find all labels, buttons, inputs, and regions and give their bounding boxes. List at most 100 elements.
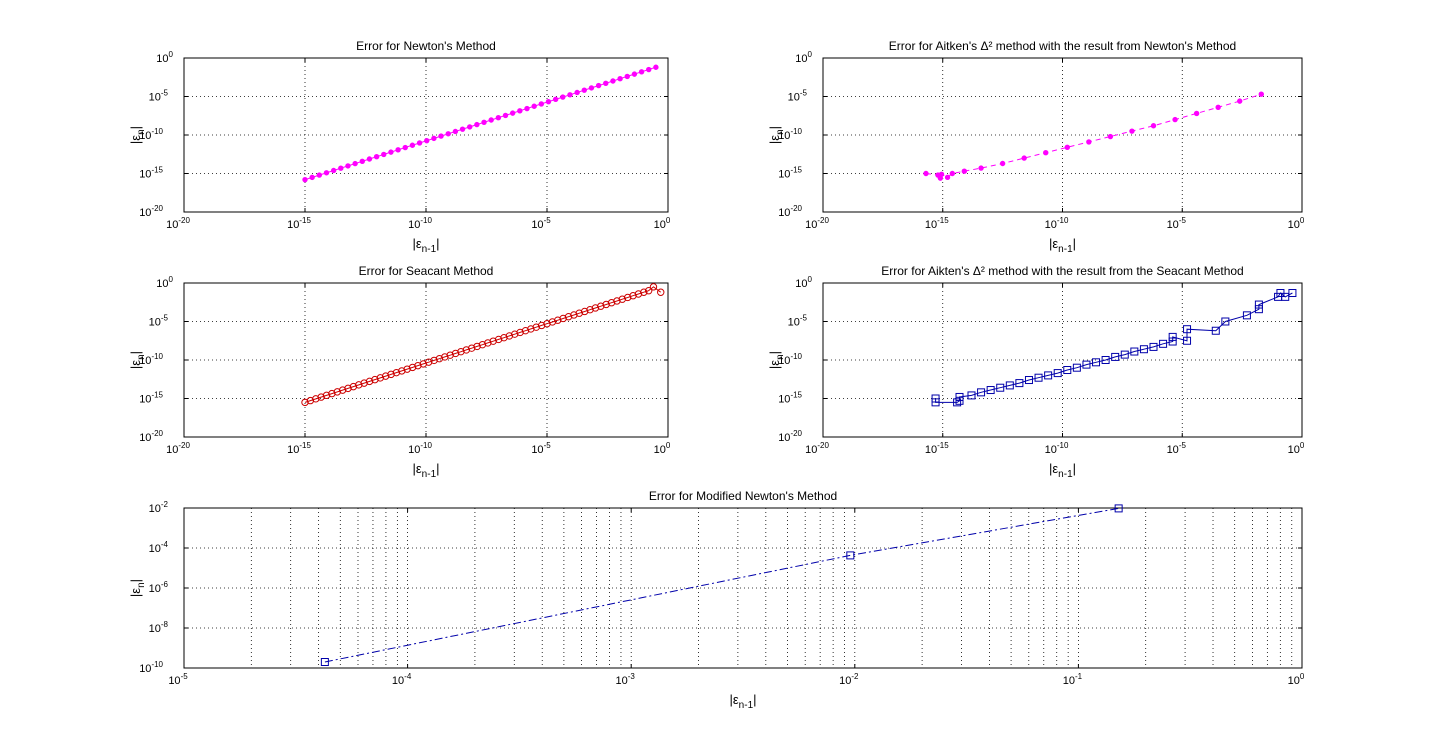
x-tick-label: 10-3 [616, 672, 636, 687]
data-point [1237, 98, 1243, 104]
data-point [586, 306, 594, 314]
data-point [640, 288, 648, 296]
y-tick-label: 10-20 [778, 429, 802, 444]
data-point [309, 174, 315, 181]
y-axis-label: |εn| [128, 579, 147, 597]
data-point [538, 101, 545, 107]
data-point [478, 340, 487, 349]
data-point [559, 314, 567, 323]
y-tick-label: 10-5 [149, 314, 169, 329]
data-point [320, 658, 329, 666]
data-point [402, 144, 408, 151]
data-point [481, 119, 487, 126]
data-point [494, 335, 503, 344]
data-point [359, 158, 365, 165]
data-point [438, 133, 444, 139]
data-point [431, 135, 437, 142]
data-point [846, 551, 855, 560]
data-point [961, 168, 968, 174]
data-point [574, 89, 580, 96]
y-tick-label: 10-20 [139, 429, 163, 444]
x-tick-label: 10-20 [805, 441, 829, 456]
data-point [1034, 373, 1043, 382]
data-point [398, 367, 406, 375]
data-point [1064, 144, 1070, 151]
data-point [1120, 350, 1129, 359]
x-tick-label: 100 [1288, 441, 1305, 456]
data-point [649, 283, 658, 291]
data-point [457, 347, 465, 356]
data-point [1168, 337, 1177, 346]
data-point [603, 80, 609, 87]
data-point [344, 384, 352, 393]
data-point [403, 365, 411, 373]
data-point [473, 342, 481, 351]
data-point [424, 358, 433, 366]
y-axis-label: |εn| [128, 126, 147, 144]
y-tick-label: 10-5 [149, 89, 169, 104]
data-point [634, 290, 643, 298]
data-point [575, 309, 583, 317]
charts: 10-20 10-15 10-10 10-5 10010-2010-1510-1010-… [128, 39, 1305, 711]
data-point [462, 346, 471, 354]
data-point [996, 383, 1005, 392]
x-tick-label: 100 [654, 216, 671, 231]
data-point [564, 313, 573, 321]
y-tick-label: 10-6 [149, 580, 169, 595]
data-point [986, 386, 995, 395]
data-point [301, 398, 309, 407]
data-point [610, 78, 616, 84]
data-point [502, 112, 509, 119]
data-point [355, 381, 363, 389]
data-point [955, 392, 964, 401]
grid [184, 58, 668, 212]
y-tick-label: 10-10 [139, 352, 163, 367]
data-point [323, 170, 330, 176]
data-point [1288, 289, 1297, 298]
x-tick-label: 100 [1288, 672, 1305, 687]
y-axis-label: |εn| [128, 351, 147, 369]
data-point [618, 295, 626, 303]
data-point [537, 321, 546, 330]
data-point [409, 142, 416, 148]
x-tick-label: 10-4 [392, 672, 412, 687]
data-point [489, 337, 497, 345]
data-point [532, 323, 540, 331]
x-tick-label: 10-5 [1167, 441, 1187, 456]
data-point [646, 66, 652, 73]
chart-title: Error for Aikten's Δ² method with the re… [881, 264, 1243, 278]
data-point [1211, 326, 1220, 335]
x-axis-label: |εn-1| [412, 236, 439, 255]
data-point [1044, 371, 1053, 380]
y-tick-label: 100 [795, 50, 812, 65]
data-point [588, 85, 595, 91]
grid [823, 283, 1302, 437]
data-point [527, 325, 535, 333]
data-point [1043, 150, 1049, 156]
data-point [381, 151, 387, 158]
data-point [567, 92, 573, 98]
series-1 [923, 91, 1264, 181]
data-point [366, 156, 373, 162]
data-point [511, 330, 519, 338]
x-tick-label: 10-1 [1063, 672, 1083, 687]
x-tick-label: 10-10 [1045, 216, 1069, 231]
data-point [381, 372, 390, 380]
x-tick-label: 10-10 [408, 216, 432, 231]
data-point [1053, 369, 1062, 378]
data-point [1107, 133, 1114, 140]
x-tick-label: 100 [1288, 216, 1305, 231]
data-point [500, 333, 508, 342]
chart-title: Error for Modified Newton's Method [649, 489, 837, 503]
data-point [949, 170, 956, 177]
data-point [638, 69, 645, 75]
data-point [1258, 91, 1264, 97]
x-axis-label: |εn-1| [412, 461, 439, 480]
x-tick-label: 10-15 [287, 216, 311, 231]
data-point [977, 388, 986, 397]
data-point [441, 353, 449, 361]
y-tick-label: 10-20 [139, 204, 163, 219]
data-point [306, 396, 315, 405]
data-point [944, 174, 951, 181]
data-point [349, 382, 358, 391]
